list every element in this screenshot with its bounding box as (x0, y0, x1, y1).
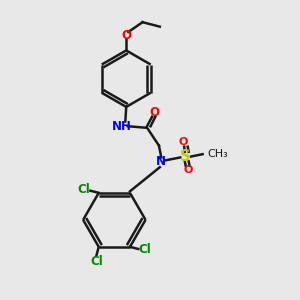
Text: O: O (184, 165, 193, 175)
Text: O: O (149, 106, 160, 119)
Text: Cl: Cl (77, 183, 90, 196)
Text: Cl: Cl (138, 243, 151, 256)
Text: CH₃: CH₃ (208, 149, 228, 159)
Text: N: N (156, 155, 166, 168)
Text: NH: NH (112, 120, 132, 133)
Text: S: S (180, 149, 191, 164)
Text: O: O (121, 29, 131, 42)
Text: O: O (178, 137, 188, 147)
Text: Cl: Cl (90, 255, 103, 268)
